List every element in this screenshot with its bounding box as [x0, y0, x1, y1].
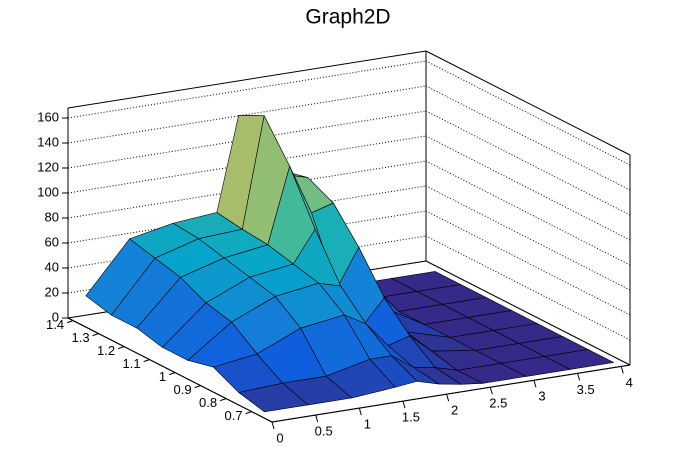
- y-tick-label: 0.8: [199, 395, 217, 410]
- y-tick-label: 1.4: [46, 317, 64, 332]
- x-tick: [271, 421, 275, 430]
- x-tick: [577, 373, 581, 381]
- x-tick: [358, 407, 362, 416]
- x-tick-label: 2.5: [489, 396, 507, 411]
- x-tick: [533, 380, 537, 388]
- x-tick: [315, 414, 319, 423]
- grid-line: [67, 135, 427, 194]
- x-tick-label: 4: [626, 375, 633, 390]
- x-tick-label: 2: [451, 403, 458, 418]
- grid-line: [425, 235, 631, 341]
- grid-line: [67, 110, 427, 169]
- x-tick: [446, 394, 450, 402]
- z-tick-label: 120: [37, 159, 59, 174]
- grid-line: [425, 135, 631, 241]
- chart-title: Graph2D: [305, 6, 390, 29]
- grid-line: [425, 110, 631, 216]
- y-tick-label: 1.1: [123, 356, 141, 371]
- grid-line: [425, 85, 631, 191]
- z-tick-label: 100: [37, 184, 59, 199]
- grid-line: [425, 60, 631, 166]
- x-tick: [620, 366, 624, 374]
- grid-line: [67, 185, 427, 244]
- surface-cell: [238, 382, 309, 413]
- y-axis: [67, 317, 273, 423]
- grid-line: [67, 85, 427, 144]
- y-tick: [117, 346, 125, 350]
- y-tick: [194, 385, 201, 389]
- x-tick-label: 1: [364, 417, 371, 432]
- grid-line: [425, 260, 631, 366]
- y-tick: [245, 411, 252, 415]
- x-tick-label: 1.5: [402, 410, 420, 425]
- x-tick: [489, 387, 493, 395]
- y-tick-label: 1.3: [72, 330, 90, 345]
- grid-line: [425, 160, 631, 266]
- x-axis: [271, 364, 631, 423]
- grid-line: [425, 210, 631, 316]
- y-tick: [92, 333, 99, 337]
- z-tick-label: 0: [52, 309, 59, 324]
- x-tick-label: 3: [538, 389, 545, 404]
- z-tick-label: 40: [45, 259, 59, 274]
- box-edge: [425, 50, 631, 156]
- z-tick-label: 20: [45, 284, 59, 299]
- y-tick: [66, 320, 74, 324]
- y-tick: [143, 359, 150, 363]
- y-tick-label: 0.9: [174, 382, 192, 397]
- z-tick-label: 140: [37, 134, 59, 149]
- z-tick-label: 160: [37, 109, 59, 124]
- y-tick: [168, 372, 176, 376]
- x-tick-label: 0: [276, 430, 283, 445]
- y-tick-label: 0.7: [225, 408, 243, 423]
- x-tick-label: 0.5: [315, 423, 333, 438]
- y-tick: [219, 398, 227, 402]
- x-tick: [402, 401, 406, 409]
- grid-line: [425, 185, 631, 291]
- y-tick-label: 1: [159, 369, 166, 384]
- box-edge: [67, 50, 427, 109]
- x-tick-label: 3.5: [577, 382, 595, 397]
- grid-line: [67, 160, 427, 219]
- z-tick-label: 80: [45, 209, 59, 224]
- z-tick-label: 60: [45, 234, 59, 249]
- y-tick-label: 1.2: [97, 343, 115, 358]
- grid-line: [67, 60, 427, 119]
